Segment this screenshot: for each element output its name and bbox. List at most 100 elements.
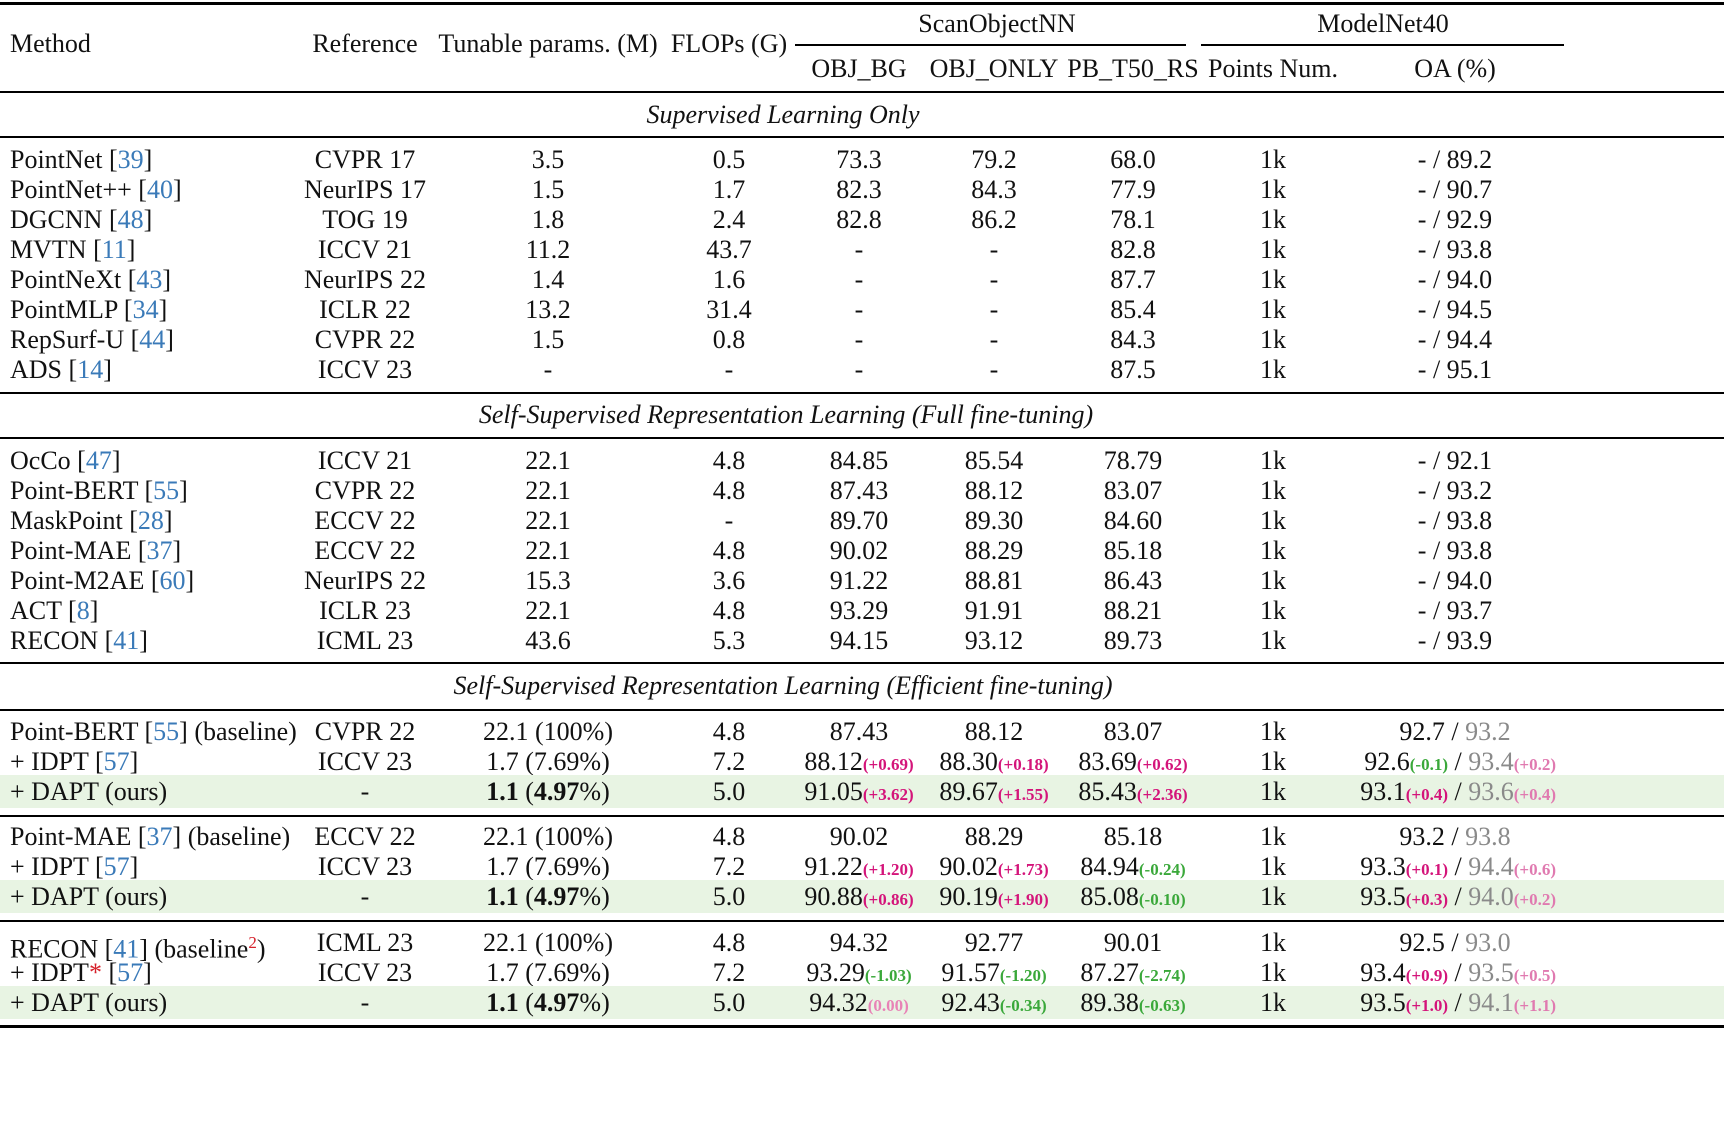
citation-link: 41 [113, 626, 140, 655]
flops-cell: 4.8 [712, 446, 746, 475]
method-cell: ACT [8] [10, 596, 99, 625]
reference-cell: ICLR 22 [319, 295, 411, 324]
modelnet40-rule [1201, 44, 1564, 46]
citation-link: 55 [153, 476, 180, 505]
obj-bg-cell: 93.29(-1.03) [806, 957, 911, 992]
flops-cell: 7.2 [712, 747, 746, 776]
method-name: MaskPoint [10, 506, 123, 535]
reference-cell: ICCV 21 [317, 446, 413, 475]
obj-bg-cell: 73.3 [836, 145, 882, 174]
flops-cell: 5.3 [712, 626, 746, 655]
reference-cell: TOG 19 [322, 205, 408, 234]
oa-cell: - / 94.0 [1417, 566, 1493, 595]
section-rule [0, 437, 1724, 439]
citation-link: 57 [103, 852, 130, 881]
points-cell: 1k [1260, 717, 1286, 746]
method-cell: MVTN [11] [10, 235, 136, 264]
citation-link: 8 [76, 596, 90, 625]
method-name: + DAPT (ours) [10, 988, 168, 1017]
method-name: PointMLP [10, 295, 118, 324]
oa-cell: 92.5 / 93.0 [1399, 928, 1511, 957]
obj-bg-cell: 94.32 [829, 928, 889, 957]
method-name: ACT [10, 596, 62, 625]
oa-cell: - / 92.9 [1417, 205, 1493, 234]
points-cell: 1k [1260, 265, 1286, 294]
params-cell: 22.1 [525, 596, 571, 625]
citation-link: 40 [146, 175, 173, 204]
pb-cell: 85.18 [1103, 822, 1163, 851]
oa-finetune-value: 93.5 [1360, 988, 1406, 1017]
params-cell: 1.8 [531, 205, 565, 234]
obj-only-cell: 92.43(-0.34) [941, 987, 1046, 1022]
points-cell: 1k [1260, 747, 1286, 776]
points-cell: 1k [1260, 476, 1286, 505]
points-cell: 1k [1260, 928, 1286, 957]
oa-cell: - / 93.8 [1417, 536, 1493, 565]
header-obj-only: OBJ_ONLY [929, 54, 1059, 83]
oa-cell: 93.3(+0.1) / 94.4(+0.6) [1360, 852, 1556, 881]
obj-only-cell-value: 90.19 [939, 882, 998, 911]
method-cell: RECON [41] [10, 626, 148, 655]
params-cell: 1.4 [531, 265, 565, 294]
header-reference: Reference [312, 29, 418, 58]
pb-cell-delta: (+2.36) [1136, 785, 1188, 804]
row-highlight [0, 775, 1724, 808]
method-cell: Point-BERT [55] [10, 476, 188, 505]
oa-finetune-delta: (+0.3) [1405, 890, 1448, 909]
obj-bg-cell: 94.32(0.00) [809, 987, 909, 1022]
params-cell: 22.1 (100%) [483, 822, 613, 851]
method-cell: Point-MAE [37] (baseline) [10, 822, 291, 851]
method-cell: OcCo [47] [10, 446, 121, 475]
obj-only-cell: 88.30(+0.18) [939, 746, 1048, 781]
pb-cell: 78.1 [1110, 205, 1156, 234]
obj-only-cell: 91.57(-1.20) [941, 957, 1046, 992]
obj-bg-cell: 82.3 [836, 175, 882, 204]
obj-only-cell: - [989, 325, 999, 354]
oa-vote-value: 93.6 [1468, 777, 1514, 806]
pb-cell: 85.43(+2.36) [1078, 776, 1187, 811]
reference-cell: ICCV 23 [317, 958, 413, 987]
obj-only-cell-delta: (+0.18) [997, 755, 1049, 774]
params-value: 1.1 [486, 882, 519, 911]
citation-link: 28 [137, 506, 164, 535]
method-cell: PointNeXt [43] [10, 265, 172, 294]
params-cell: - [543, 355, 553, 384]
pb-cell: 85.18 [1103, 536, 1163, 565]
obj-only-cell: 88.29 [964, 822, 1024, 851]
header-method: Method [10, 29, 91, 58]
pb-cell: 83.07 [1103, 476, 1163, 505]
params-cell: 1.7 (7.69%) [486, 747, 610, 776]
oa-vote-value: 94.1 [1468, 988, 1514, 1017]
reference-cell: NeurIPS 22 [303, 566, 427, 595]
oa-finetune-value: 93.5 [1360, 882, 1406, 911]
obj-only-cell: 90.19(+1.90) [939, 881, 1048, 916]
method-cell: PointNet++ [40] [10, 175, 182, 204]
points-cell: 1k [1260, 205, 1286, 234]
params-cell: 1.5 [531, 325, 565, 354]
citation-link: 55 [153, 717, 180, 746]
oa-cell: - / 93.8 [1417, 506, 1493, 535]
obj-bg-cell-delta: (+3.62) [862, 785, 914, 804]
oa-cell: 93.5(+1.0) / 94.1(+1.1) [1360, 988, 1556, 1017]
params-cell: 1.7 (7.69%) [486, 852, 610, 881]
pb-cell: 82.8 [1110, 235, 1156, 264]
points-cell: 1k [1260, 325, 1286, 354]
pb-cell-value: 85.43 [1078, 777, 1137, 806]
obj-bg-cell: 89.70 [829, 506, 889, 535]
scanobjectnn-rule [795, 44, 1186, 46]
flops-cell: 4.8 [712, 536, 746, 565]
reference-cell: CVPR 22 [314, 476, 416, 505]
points-cell: 1k [1260, 506, 1286, 535]
pb-cell-value: 89.38 [1080, 988, 1139, 1017]
oa-cell: - / 93.2 [1417, 476, 1493, 505]
flops-cell: 0.5 [712, 145, 746, 174]
baseline-label: (baseline) [181, 822, 291, 851]
section-full-finetuning: Self-Supervised Representation Learning … [478, 400, 1094, 429]
oa-cell: 92.6(-0.1) / 93.4(+0.2) [1364, 747, 1556, 776]
oa-vote-value: 94.4 [1468, 852, 1514, 881]
method-cell: Point-M2AE [60] [10, 566, 195, 595]
params-cell: 22.1 [525, 506, 571, 535]
reference-cell: NeurIPS 22 [303, 265, 427, 294]
oa-cell: - / 90.7 [1417, 175, 1493, 204]
obj-bg-cell: 91.05(+3.62) [804, 776, 913, 811]
